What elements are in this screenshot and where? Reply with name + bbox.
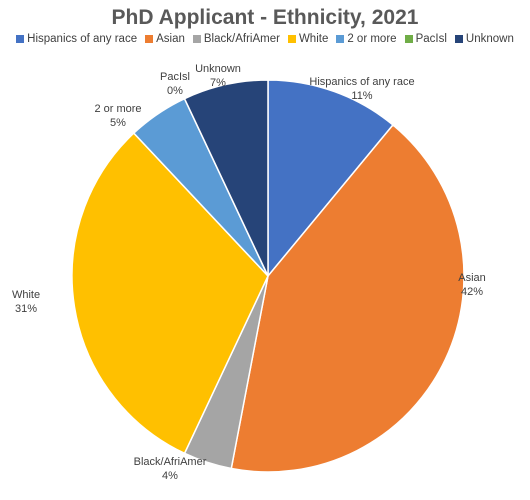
chart-title: PhD Applicant - Ethnicity, 2021: [111, 6, 419, 29]
legend-label: Hispanics of any race: [27, 33, 138, 45]
legend-item: Black/AfriAmer: [192, 33, 280, 45]
legend-swatch: [454, 35, 463, 43]
data-label: Black/AfriAmer 4%: [134, 456, 207, 482]
pie-slice: [183, 79, 269, 277]
legend-item: 2 or more: [336, 33, 397, 45]
data-label: 2 or more 5%: [94, 103, 141, 129]
pie-slice: [71, 132, 269, 455]
data-label: White 31%: [12, 289, 40, 315]
legend-item: White: [287, 33, 329, 45]
legend-item: Unknown: [454, 33, 514, 45]
legend: Hispanics of any race Asian Black/AfriAmer…: [0, 33, 530, 45]
data-label: Asian 42%: [458, 272, 486, 298]
legend-label: 2 or more: [347, 33, 397, 45]
legend-swatch: [404, 35, 413, 43]
legend-item: PacIsl: [404, 33, 447, 45]
legend-label: Asian: [156, 33, 185, 45]
legend-item: Asian: [145, 33, 185, 45]
legend-swatch: [336, 35, 345, 43]
legend-item: Hispanics of any race: [16, 33, 137, 45]
legend-swatch: [192, 35, 201, 43]
legend-swatch: [287, 35, 296, 43]
pie-slice: [230, 123, 465, 473]
legend-swatch: [145, 35, 154, 43]
data-label: PacIsl 0%: [160, 71, 190, 97]
data-label: Hispanics of any race 11%: [309, 76, 414, 102]
legend-label: Black/AfriAmer: [203, 33, 280, 45]
pie-slice: [267, 79, 394, 279]
legend-swatch: [16, 35, 25, 43]
legend-label: PacIsl: [415, 33, 447, 45]
legend-label: Unknown: [465, 33, 514, 45]
legend-label: White: [298, 33, 329, 45]
data-label: Unknown 7%: [195, 63, 241, 89]
